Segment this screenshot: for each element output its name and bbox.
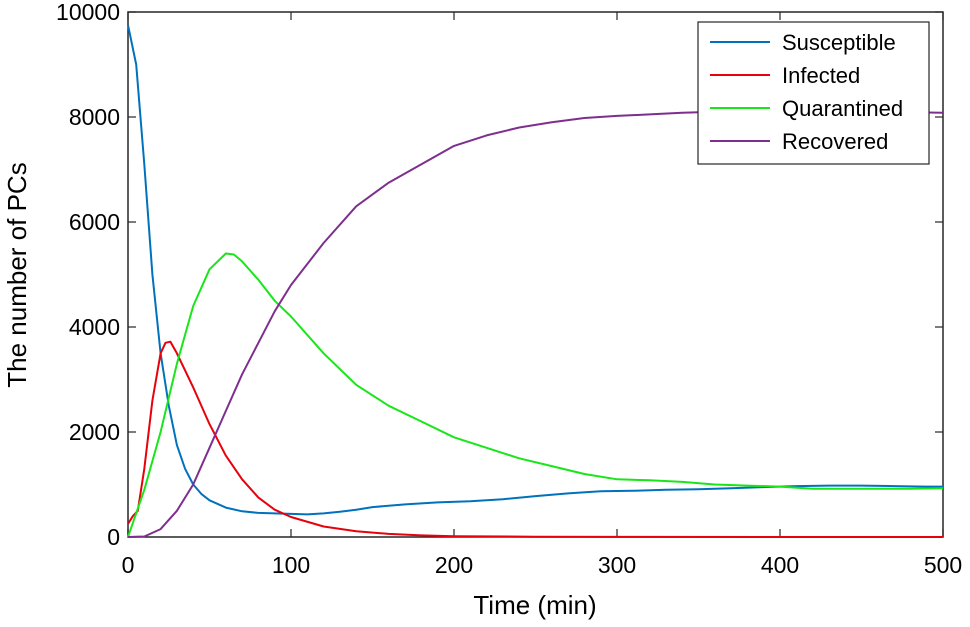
x-tick-label: 0	[122, 552, 135, 578]
legend-label-infected: Infected	[782, 63, 860, 88]
legend-label-susceptible: Susceptible	[782, 30, 896, 55]
y-tick-label: 4000	[69, 314, 120, 340]
x-tick-label: 300	[598, 552, 636, 578]
y-tick-label: 8000	[69, 104, 120, 130]
x-tick-label: 500	[924, 552, 962, 578]
axis-ticks: 0 100 200 300 400 500 0 2000 4000 6000 8000 10000	[56, 0, 962, 578]
y-tick-label: 0	[107, 524, 120, 550]
y-tick-label: 6000	[69, 209, 120, 235]
x-axis-label: Time (min)	[473, 590, 596, 620]
x-tick-label: 400	[761, 552, 799, 578]
y-tick-label: 10000	[56, 0, 120, 25]
y-tick-label: 2000	[69, 419, 120, 445]
legend: Susceptible Infected Quarantined Recovered	[697, 21, 930, 165]
legend-label-recovered: Recovered	[782, 129, 888, 154]
x-tick-label: 100	[272, 552, 310, 578]
legend-label-quarantined: Quarantined	[782, 96, 903, 121]
series-line-infected	[127, 340, 943, 538]
series-line-quarantined	[127, 252, 944, 538]
y-axis-label: The number of PCs	[2, 162, 32, 387]
series-line-susceptible	[127, 24, 943, 516]
x-tick-label: 200	[435, 552, 473, 578]
